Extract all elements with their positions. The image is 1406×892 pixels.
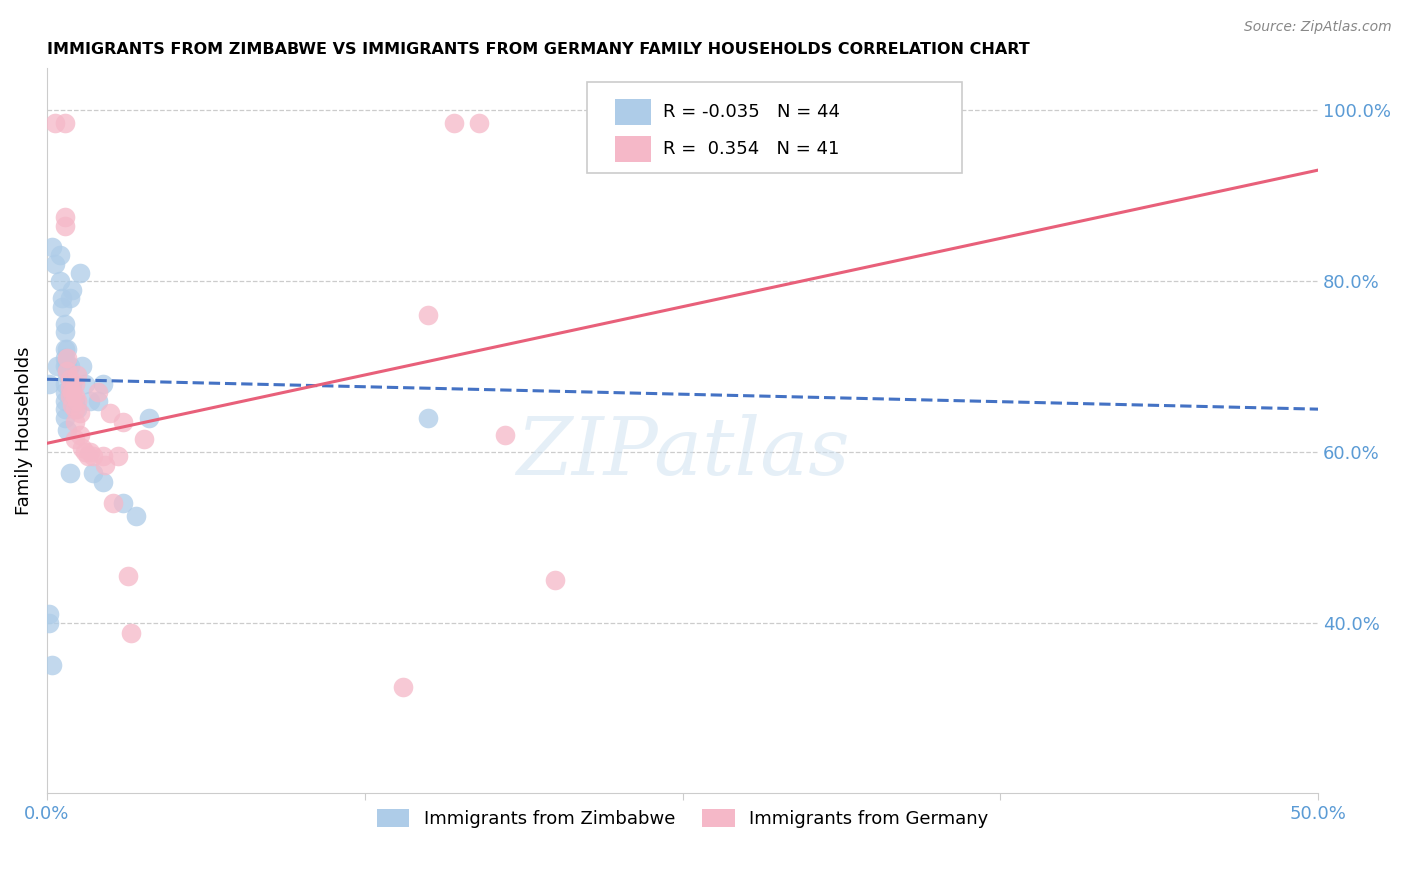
Point — [59, 291, 82, 305]
Text: R =  0.354   N = 41: R = 0.354 N = 41 — [664, 140, 839, 158]
Point — [53, 393, 76, 408]
Point — [41, 658, 63, 673]
Point — [56, 424, 79, 438]
Point — [53, 317, 76, 331]
Point — [100, 406, 122, 420]
Point — [112, 496, 135, 510]
Point — [544, 573, 567, 587]
Point — [44, 116, 66, 130]
Point — [125, 508, 148, 523]
Point — [94, 458, 117, 472]
Point — [53, 210, 76, 224]
Text: ZIPatlas: ZIPatlas — [516, 414, 849, 491]
Point — [87, 385, 110, 400]
Point — [60, 376, 83, 391]
Point — [73, 376, 96, 391]
Point — [69, 427, 91, 442]
Point — [38, 376, 60, 391]
Point — [443, 116, 465, 130]
Text: Source: ZipAtlas.com: Source: ZipAtlas.com — [1244, 20, 1392, 34]
Point — [53, 351, 76, 365]
Point — [53, 376, 76, 391]
FancyBboxPatch shape — [588, 82, 962, 173]
Point — [66, 368, 89, 382]
Point — [69, 266, 91, 280]
Point — [59, 466, 82, 480]
Point — [418, 308, 440, 322]
Point — [51, 291, 73, 305]
Point — [66, 402, 89, 417]
Point — [60, 283, 83, 297]
Point — [53, 385, 76, 400]
Point — [468, 116, 491, 130]
Point — [112, 415, 135, 429]
Point — [59, 359, 82, 374]
Point — [392, 680, 415, 694]
Point — [87, 393, 110, 408]
Point — [82, 449, 104, 463]
Point — [59, 381, 82, 395]
Point — [132, 432, 155, 446]
Point — [91, 475, 114, 489]
Point — [56, 364, 79, 378]
Point — [72, 441, 94, 455]
Point — [46, 359, 69, 374]
Point — [44, 257, 66, 271]
Point — [76, 449, 98, 463]
Point — [63, 393, 86, 408]
Point — [79, 393, 101, 408]
Point — [38, 607, 60, 621]
Point — [82, 466, 104, 480]
Point — [63, 376, 86, 391]
Point — [53, 219, 76, 233]
Point — [53, 410, 76, 425]
Text: IMMIGRANTS FROM ZIMBABWE VS IMMIGRANTS FROM GERMANY FAMILY HOUSEHOLDS CORRELATIO: IMMIGRANTS FROM ZIMBABWE VS IMMIGRANTS F… — [46, 42, 1029, 57]
Point — [73, 445, 96, 459]
Point — [63, 432, 86, 446]
Legend: Immigrants from Zimbabwe, Immigrants from Germany: Immigrants from Zimbabwe, Immigrants fro… — [370, 801, 995, 835]
Point — [53, 343, 76, 357]
Point — [60, 385, 83, 400]
Point — [56, 343, 79, 357]
Point — [59, 389, 82, 403]
Point — [494, 427, 516, 442]
Point — [48, 274, 70, 288]
Point — [107, 449, 129, 463]
Point — [53, 326, 76, 340]
Point — [120, 625, 142, 640]
Point — [138, 410, 160, 425]
Point — [117, 568, 139, 582]
Point — [56, 351, 79, 365]
Point — [418, 410, 440, 425]
Point — [60, 398, 83, 412]
Point — [101, 496, 124, 510]
Point — [41, 240, 63, 254]
Point — [48, 248, 70, 262]
Point — [91, 376, 114, 391]
Point — [63, 415, 86, 429]
Point — [66, 393, 89, 408]
Point — [63, 402, 86, 417]
Point — [53, 116, 76, 130]
Text: R = -0.035   N = 44: R = -0.035 N = 44 — [664, 103, 841, 121]
Point — [69, 406, 91, 420]
FancyBboxPatch shape — [616, 99, 651, 126]
Y-axis label: Family Households: Family Households — [15, 346, 32, 515]
Point — [72, 359, 94, 374]
FancyBboxPatch shape — [616, 136, 651, 162]
Point — [79, 445, 101, 459]
Point — [56, 368, 79, 382]
Point — [63, 389, 86, 403]
Point — [91, 449, 114, 463]
Point — [53, 359, 76, 374]
Point — [53, 402, 76, 417]
Point — [38, 615, 60, 630]
Point — [59, 372, 82, 386]
Point — [56, 359, 79, 374]
Point — [51, 300, 73, 314]
